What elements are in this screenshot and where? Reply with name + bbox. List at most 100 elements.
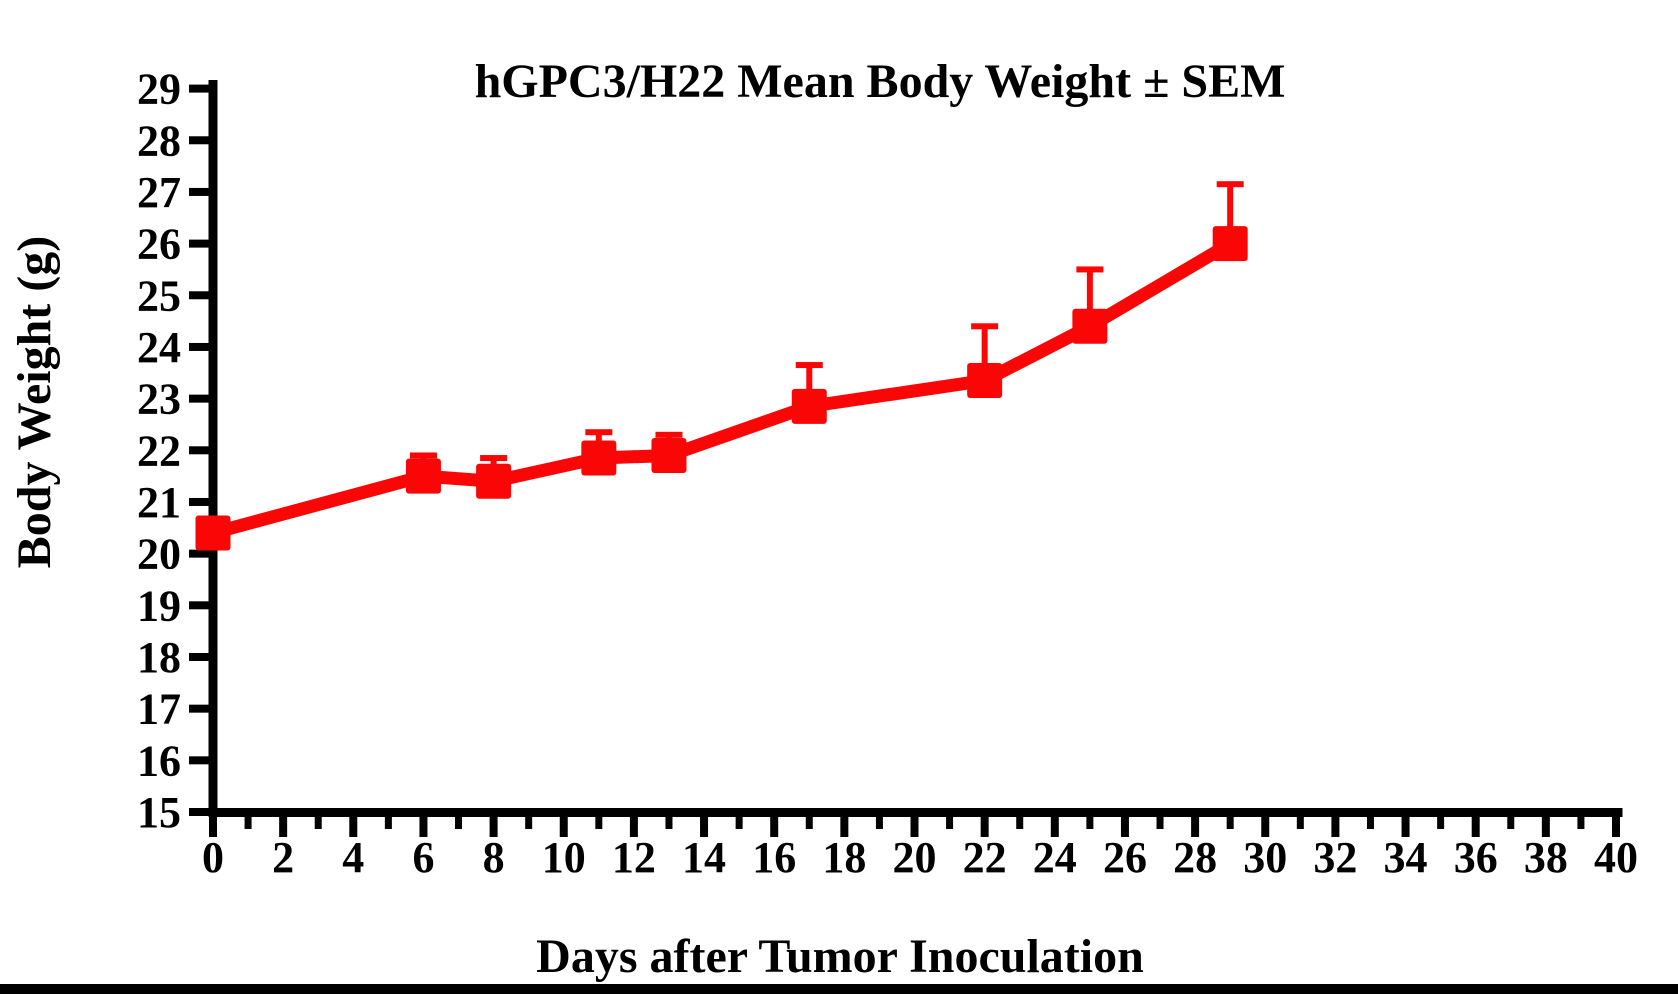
- x-minor-tick: [455, 817, 463, 829]
- y-tick-label: 22: [137, 426, 181, 475]
- x-tick: [1541, 817, 1550, 837]
- axis-ticks: [189, 84, 1620, 837]
- y-tick-label: 23: [137, 375, 181, 424]
- data-point-marker: [791, 388, 827, 424]
- error-bar-cap: [585, 429, 613, 436]
- x-minor-tick: [946, 817, 954, 829]
- x-tick: [279, 817, 288, 837]
- x-tick: [559, 817, 568, 837]
- x-minor-tick: [1296, 817, 1304, 829]
- x-tick-label: 32: [1313, 833, 1357, 882]
- x-minor-tick: [1507, 817, 1515, 829]
- x-tick-label: 10: [542, 833, 586, 882]
- y-tick-label: 28: [137, 116, 181, 165]
- y-tick-label: 16: [137, 736, 181, 785]
- x-minor-tick: [1226, 817, 1234, 829]
- x-tick: [489, 817, 498, 837]
- y-tick-label: 19: [137, 581, 181, 630]
- x-minor-tick: [735, 817, 743, 829]
- x-minor-tick: [1156, 817, 1164, 829]
- x-minor-tick: [1366, 817, 1374, 829]
- x-tick: [1612, 817, 1620, 837]
- error-bar-cap: [409, 452, 437, 459]
- x-tick-label: 40: [1594, 833, 1638, 882]
- x-tick: [840, 817, 849, 837]
- x-minor-tick: [665, 817, 673, 829]
- x-tick: [349, 817, 358, 837]
- y-tick: [189, 652, 209, 661]
- x-tick-label: 22: [963, 833, 1007, 882]
- data-point-marker: [1212, 226, 1248, 262]
- y-axis-line: [208, 80, 218, 817]
- series-line: [211, 238, 1234, 540]
- y-tick-label: 17: [137, 685, 181, 734]
- data-point-marker: [581, 440, 617, 476]
- y-tick: [189, 549, 209, 558]
- x-tick: [419, 817, 428, 837]
- y-tick: [189, 497, 209, 506]
- y-tick-label: 29: [137, 65, 181, 114]
- y-tick: [189, 84, 209, 93]
- y-tick-label: 27: [137, 168, 181, 217]
- x-minor-tick: [595, 817, 603, 829]
- x-minor-tick: [805, 817, 813, 829]
- data-point-marker: [651, 437, 687, 473]
- y-tick-label: 15: [137, 788, 181, 837]
- x-tick: [1471, 817, 1480, 837]
- x-tick: [1261, 817, 1270, 837]
- x-minor-tick: [314, 817, 322, 829]
- x-tick: [700, 817, 709, 837]
- error-bar-cap: [480, 455, 508, 462]
- x-tick-label: 14: [682, 833, 726, 882]
- x-tick-label: 0: [202, 833, 224, 882]
- x-tick-label: 38: [1524, 833, 1568, 882]
- y-tick: [189, 187, 209, 196]
- y-axis-label: Body Weight (g): [8, 236, 61, 568]
- x-minor-tick: [525, 817, 533, 829]
- x-tick: [209, 817, 217, 837]
- x-tick: [629, 817, 638, 837]
- x-minor-tick: [1437, 817, 1445, 829]
- data-series: [195, 181, 1248, 551]
- y-tick-label: 26: [137, 220, 181, 269]
- x-minor-tick: [1016, 817, 1024, 829]
- x-tick-label: 24: [1033, 833, 1077, 882]
- x-tick: [770, 817, 779, 837]
- error-bar-stem: [1086, 269, 1093, 327]
- x-tick: [1120, 817, 1129, 837]
- y-tick-label: 18: [137, 633, 181, 682]
- data-point-marker: [195, 515, 231, 551]
- x-tick-label: 6: [412, 833, 434, 882]
- y-tick: [189, 446, 209, 455]
- y-tick-label: 21: [137, 478, 181, 527]
- data-point-marker: [405, 458, 441, 494]
- x-minor-tick: [1086, 817, 1094, 829]
- y-tick: [189, 291, 209, 300]
- y-tick-label: 20: [137, 530, 181, 579]
- data-point-marker: [1072, 308, 1108, 344]
- y-tick: [189, 756, 209, 765]
- x-tick: [1331, 817, 1340, 837]
- x-minor-tick: [1577, 817, 1585, 829]
- x-tick: [1191, 817, 1200, 837]
- x-minor-tick: [384, 817, 392, 829]
- x-axis-line: [208, 808, 1623, 817]
- x-tick-label: 34: [1384, 833, 1428, 882]
- x-tick-label: 30: [1243, 833, 1287, 882]
- error-bar-cap: [1216, 181, 1244, 188]
- chart-title: hGPC3/H22 Mean Body Weight ± SEM: [475, 55, 1286, 108]
- error-bar-cap: [1076, 266, 1104, 273]
- x-tick-label: 26: [1103, 833, 1147, 882]
- x-tick-label: 2: [272, 833, 294, 882]
- x-tick-label: 8: [483, 833, 505, 882]
- error-bar-cap: [971, 323, 999, 330]
- x-tick-label: 28: [1173, 833, 1217, 882]
- error-bar-cap: [795, 362, 823, 369]
- x-tick: [980, 817, 989, 837]
- x-tick-label: 36: [1454, 833, 1498, 882]
- x-tick: [1401, 817, 1410, 837]
- x-axis-label: Days after Tumor Inoculation: [536, 930, 1144, 983]
- x-tick: [910, 817, 919, 837]
